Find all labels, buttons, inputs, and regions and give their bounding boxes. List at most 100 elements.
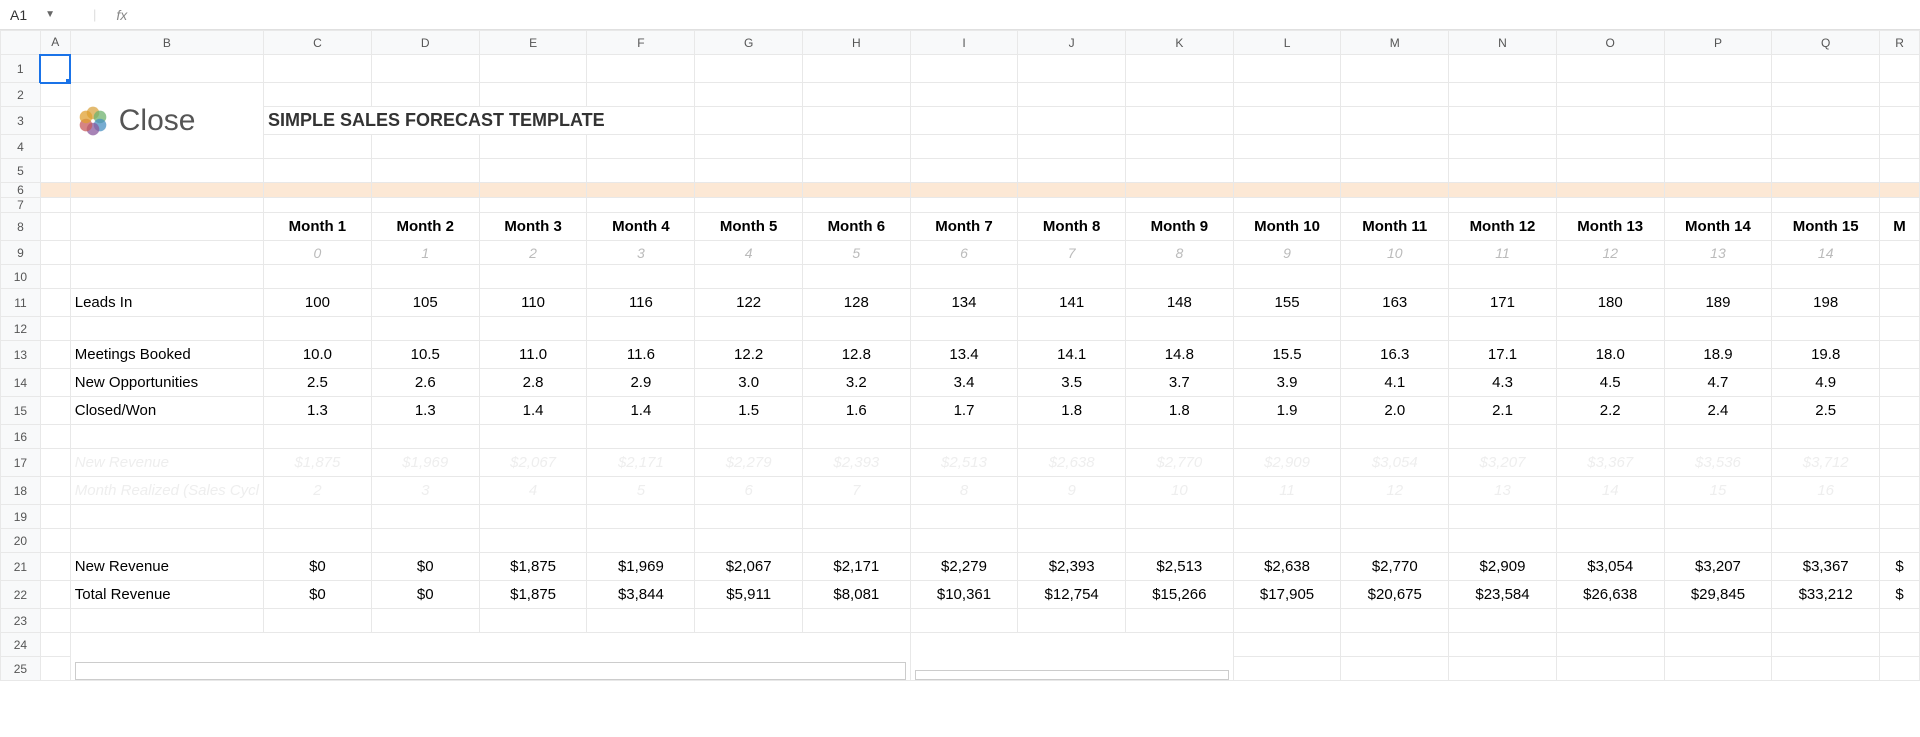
faded-new-revenue-label[interactable]: New Revenue <box>70 449 263 477</box>
cell[interactable] <box>587 609 695 633</box>
cell[interactable] <box>587 198 695 213</box>
cell[interactable] <box>1449 529 1557 553</box>
data-cell[interactable]: $33,212 <box>1772 581 1880 609</box>
month-header[interactable]: Month 13 <box>1556 213 1664 241</box>
cell[interactable] <box>479 425 587 449</box>
cell[interactable] <box>1880 425 1920 449</box>
cell[interactable] <box>1664 505 1772 529</box>
cell[interactable] <box>695 183 803 198</box>
cell[interactable] <box>1449 505 1557 529</box>
cell[interactable] <box>910 198 1018 213</box>
data-cell[interactable]: 189 <box>1664 289 1772 317</box>
cell[interactable] <box>1126 55 1234 83</box>
data-cell[interactable]: 2.5 <box>1772 397 1880 425</box>
cell[interactable] <box>1880 83 1920 107</box>
month-index[interactable]: 10 <box>1341 241 1449 265</box>
data-cell[interactable]: 155 <box>1233 289 1341 317</box>
cell[interactable] <box>264 83 372 107</box>
cell[interactable] <box>910 609 1018 633</box>
month-header[interactable]: Month 4 <box>587 213 695 241</box>
cell[interactable] <box>802 107 910 135</box>
cell[interactable] <box>1772 55 1880 83</box>
chart-placeholder-2[interactable] <box>910 633 1233 681</box>
col-header[interactable]: L <box>1233 31 1341 55</box>
cell[interactable] <box>1018 135 1126 159</box>
cell[interactable] <box>1341 55 1449 83</box>
cell[interactable] <box>1556 609 1664 633</box>
col-header[interactable]: N <box>1449 31 1557 55</box>
data-cell[interactable]: 12.8 <box>802 341 910 369</box>
cell[interactable] <box>1556 107 1664 135</box>
cell[interactable] <box>587 159 695 183</box>
month-header[interactable]: Month 12 <box>1449 213 1557 241</box>
data-cell[interactable]: 14.8 <box>1126 341 1234 369</box>
row-header[interactable]: 11 <box>1 289 41 317</box>
month-index[interactable]: 8 <box>1126 241 1234 265</box>
data-cell[interactable]: 4.1 <box>1341 369 1449 397</box>
faded-cell[interactable]: 2 <box>264 477 372 505</box>
cell[interactable] <box>479 135 587 159</box>
row-header[interactable]: 4 <box>1 135 41 159</box>
cell[interactable] <box>371 159 479 183</box>
faded-cell[interactable]: $2,279 <box>695 449 803 477</box>
cell[interactable] <box>1018 107 1126 135</box>
month-header[interactable]: Month 5 <box>695 213 803 241</box>
faded-cell[interactable]: $2,638 <box>1018 449 1126 477</box>
data-cell[interactable]: 198 <box>1772 289 1880 317</box>
cell[interactable] <box>1880 55 1920 83</box>
cell[interactable] <box>1018 609 1126 633</box>
cell[interactable] <box>1126 107 1234 135</box>
cell[interactable] <box>1772 183 1880 198</box>
month-index[interactable]: 11 <box>1449 241 1557 265</box>
col-header[interactable]: F <box>587 31 695 55</box>
cell[interactable] <box>479 198 587 213</box>
new-opportunities-label[interactable]: New Opportunities <box>70 369 263 397</box>
month-header[interactable]: Month 10 <box>1233 213 1341 241</box>
chart-placeholder-1[interactable] <box>70 633 910 681</box>
cell[interactable] <box>40 241 70 265</box>
cell[interactable] <box>264 159 372 183</box>
data-cell[interactable]: 1.9 <box>1233 397 1341 425</box>
faded-cell[interactable]: $2,393 <box>802 449 910 477</box>
month-index[interactable]: 3 <box>587 241 695 265</box>
cell[interactable] <box>1126 83 1234 107</box>
data-cell[interactable]: 2.5 <box>264 369 372 397</box>
cell[interactable] <box>1772 83 1880 107</box>
cell[interactable] <box>40 477 70 505</box>
cell[interactable] <box>1018 198 1126 213</box>
cell[interactable] <box>70 265 263 289</box>
cell[interactable] <box>695 83 803 107</box>
cell[interactable] <box>1018 55 1126 83</box>
data-cell[interactable]: 15.5 <box>1233 341 1341 369</box>
cell[interactable] <box>40 289 70 317</box>
col-header[interactable]: J <box>1018 31 1126 55</box>
faded-cell[interactable]: 13 <box>1449 477 1557 505</box>
data-cell[interactable]: 105 <box>371 289 479 317</box>
cell[interactable] <box>1449 633 1557 657</box>
row-header[interactable]: 9 <box>1 241 41 265</box>
row-header[interactable]: 22 <box>1 581 41 609</box>
cell[interactable] <box>371 198 479 213</box>
cell[interactable] <box>1880 265 1920 289</box>
cell[interactable] <box>40 581 70 609</box>
data-cell[interactable]: $5,911 <box>695 581 803 609</box>
faded-cell[interactable]: $3,536 <box>1664 449 1772 477</box>
cell[interactable] <box>1233 183 1341 198</box>
cell[interactable] <box>802 265 910 289</box>
cell[interactable] <box>1233 317 1341 341</box>
cell[interactable] <box>587 135 695 159</box>
cell[interactable] <box>1233 107 1341 135</box>
template-title[interactable]: SIMPLE SALES FORECAST TEMPLATE <box>264 107 695 135</box>
faded-cell[interactable]: 12 <box>1341 477 1449 505</box>
data-cell[interactable]: 17.1 <box>1449 341 1557 369</box>
data-cell[interactable]: $3,207 <box>1664 553 1772 581</box>
cell[interactable] <box>1018 265 1126 289</box>
data-cell[interactable]: $2,513 <box>1126 553 1234 581</box>
cell[interactable] <box>910 135 1018 159</box>
row-header[interactable]: 7 <box>1 198 41 213</box>
data-cell[interactable]: $2,279 <box>910 553 1018 581</box>
cell[interactable] <box>1018 83 1126 107</box>
data-cell[interactable]: $8,081 <box>802 581 910 609</box>
cell[interactable] <box>70 425 263 449</box>
cell[interactable] <box>371 425 479 449</box>
